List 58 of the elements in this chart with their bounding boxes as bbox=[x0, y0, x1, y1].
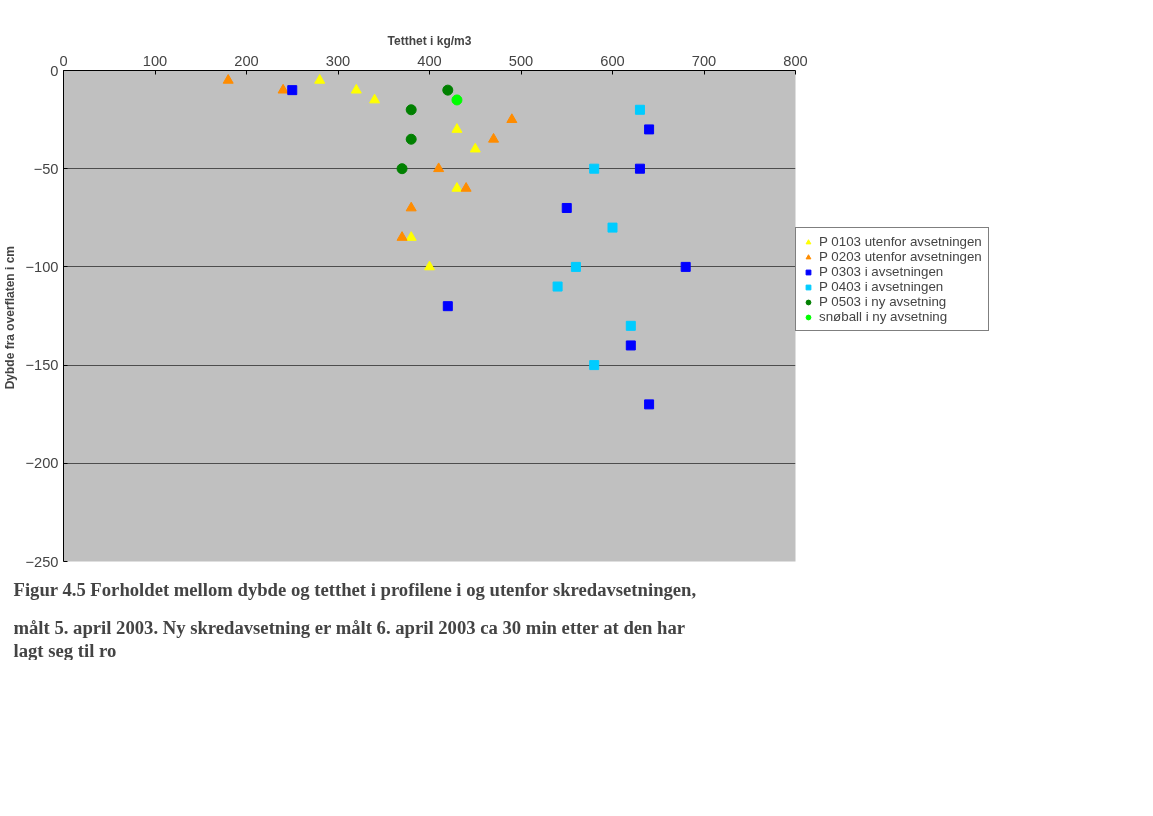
point bbox=[552, 281, 563, 292]
x-tick-label: 100 bbox=[142, 52, 168, 69]
point bbox=[488, 132, 500, 143]
point bbox=[644, 399, 655, 410]
point bbox=[451, 123, 463, 133]
point bbox=[506, 113, 518, 123]
point bbox=[625, 320, 636, 331]
point bbox=[561, 202, 572, 213]
legend-label: P 0403 i avsetningen bbox=[819, 279, 944, 294]
x-tick-label: 800 bbox=[783, 52, 808, 69]
point bbox=[451, 182, 463, 192]
text: Figur 4.5 Forholdet mellom dybde og tetthet i profilene i og utenfor skredavsetningen, målt 5. april 2003. Ny skredavsetning er målt 6. april 2003 ca 30 min etter at den har lagt seg til ro bbox=[13, 578, 697, 661]
point bbox=[222, 74, 234, 84]
legend-label: P 0503 i ny avsetning bbox=[819, 294, 947, 309]
point bbox=[350, 83, 362, 94]
point bbox=[570, 261, 581, 272]
point bbox=[451, 94, 463, 106]
point bbox=[460, 182, 472, 192]
point bbox=[634, 104, 645, 115]
point bbox=[287, 85, 298, 96]
legend-label: P 0303 i avsetningen bbox=[819, 264, 944, 279]
point bbox=[405, 104, 417, 116]
point bbox=[396, 163, 408, 175]
point bbox=[644, 124, 655, 135]
y-tick-label: −50 bbox=[33, 160, 59, 177]
point bbox=[314, 74, 326, 84]
x-tick-label: 600 bbox=[600, 52, 625, 69]
x-tick-label: 400 bbox=[417, 52, 442, 69]
point bbox=[589, 360, 600, 371]
point bbox=[433, 162, 445, 173]
point bbox=[469, 142, 481, 153]
y-tick-label: −250 bbox=[25, 553, 59, 570]
point bbox=[396, 231, 408, 241]
point bbox=[442, 84, 454, 96]
legend-label: P 0203 utenfor avsetningen bbox=[819, 249, 982, 264]
point bbox=[680, 261, 691, 272]
x-tick-label: 700 bbox=[691, 52, 717, 69]
y-axis-title: Dybde fra overflaten i cm bbox=[3, 245, 18, 390]
point bbox=[589, 163, 600, 174]
point bbox=[277, 83, 289, 94]
x-tick-label: 200 bbox=[234, 52, 259, 69]
y-tick-label: −200 bbox=[25, 455, 59, 472]
y-tick-label: −100 bbox=[25, 258, 59, 275]
legend-label: P 0103 utenfor avsetningen bbox=[819, 234, 982, 249]
point bbox=[424, 260, 435, 271]
point bbox=[405, 201, 417, 212]
point bbox=[442, 301, 453, 312]
x-tick-label: 500 bbox=[508, 52, 534, 69]
point bbox=[405, 133, 417, 145]
point bbox=[405, 231, 417, 241]
point bbox=[369, 93, 381, 104]
x-axis-title: Tetthet i kg/m3 bbox=[387, 33, 472, 48]
y-tick-label: −150 bbox=[25, 357, 59, 374]
point bbox=[607, 222, 618, 233]
point bbox=[625, 340, 636, 351]
legend-label: snøball i ny avsetning bbox=[819, 309, 948, 324]
x-tick-label: 300 bbox=[325, 52, 351, 69]
point bbox=[634, 163, 645, 174]
